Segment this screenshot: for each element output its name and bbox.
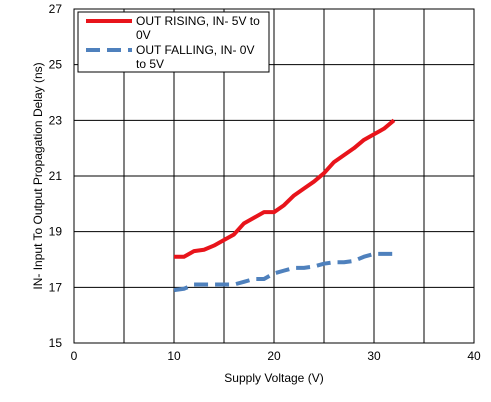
y-tick-label: 27 bbox=[49, 2, 63, 16]
y-tick-label: 15 bbox=[49, 336, 63, 350]
y-tick-label: 25 bbox=[49, 58, 63, 72]
series-line-out-falling bbox=[173, 251, 394, 293]
y-axis-label: IN- Input To Output Propagation Delay (n… bbox=[31, 62, 45, 289]
x-tick-label: 40 bbox=[467, 349, 481, 363]
y-tick-labels: 15 17 19 21 23 25 27 bbox=[49, 2, 63, 350]
y-tick-label: 17 bbox=[49, 280, 63, 294]
x-axis-label: Supply Voltage (V) bbox=[224, 371, 323, 385]
x-tick-label: 10 bbox=[167, 349, 181, 363]
legend-label-falling-line1: OUT FALLING, IN- 0V bbox=[136, 43, 254, 57]
x-tick-labels: 0 10 20 30 40 bbox=[71, 349, 481, 363]
legend: OUT RISING, IN- 5V to 0V OUT FALLING, IN… bbox=[77, 11, 270, 73]
y-tick-label: 23 bbox=[49, 113, 63, 127]
legend-label-rising-line1: OUT RISING, IN- 5V to bbox=[136, 14, 260, 28]
series-layer bbox=[173, 118, 396, 293]
plot-border bbox=[73, 8, 475, 344]
legend-label-rising-line2: 0V bbox=[136, 28, 151, 42]
x-tick-label: 20 bbox=[267, 349, 281, 363]
x-tick-label: 0 bbox=[71, 349, 78, 363]
x-tick-label: 30 bbox=[367, 349, 381, 363]
y-tick-label: 21 bbox=[49, 169, 63, 183]
series-line-out-rising bbox=[174, 118, 396, 259]
y-tick-label: 19 bbox=[49, 225, 63, 239]
legend-label-falling-line2: to 5V bbox=[136, 57, 164, 71]
